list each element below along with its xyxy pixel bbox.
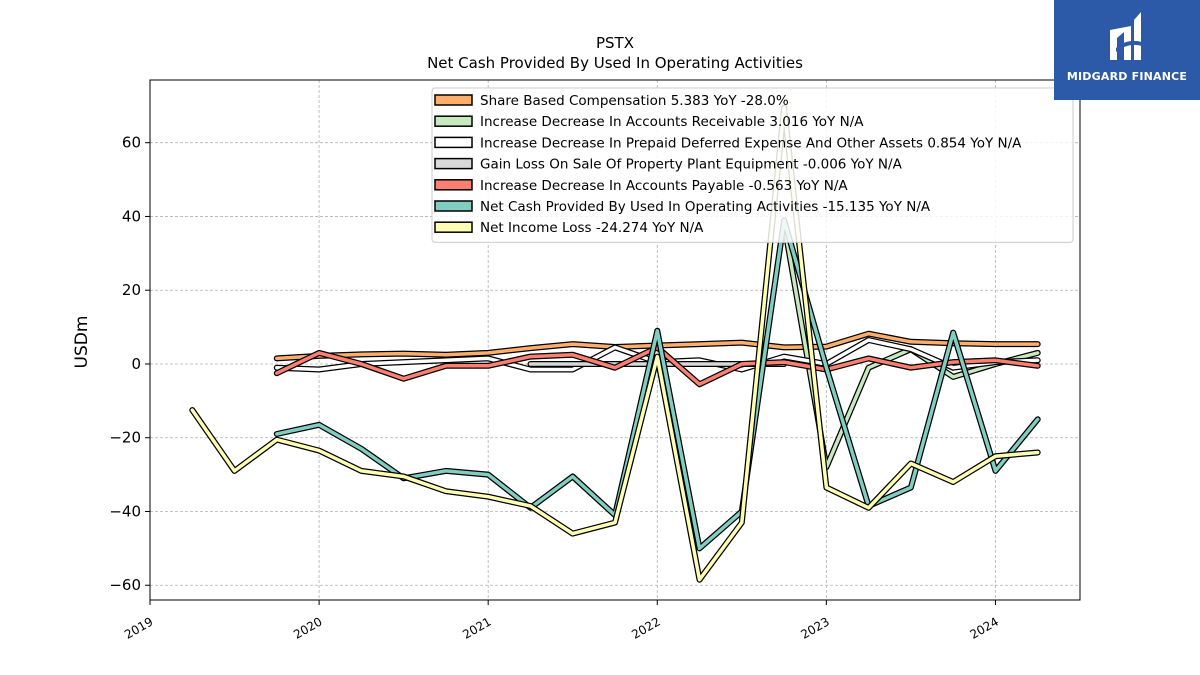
x-tick-label: 2021 <box>460 614 493 641</box>
legend-swatch <box>434 136 473 149</box>
y-tick-label: 60 <box>122 134 141 152</box>
legend-label: Increase Decrease In Prepaid Deferred Ex… <box>480 135 1022 151</box>
legend-swatch <box>434 221 473 233</box>
legend-swatch <box>434 200 473 212</box>
legend-swatch <box>434 157 473 170</box>
legend-box <box>431 87 1074 243</box>
legend-label: Share Based Compensation 5.383 YoY -28.0… <box>480 93 789 109</box>
x-tick-label: 2020 <box>291 614 324 641</box>
legend-item: Share Based Compensation 5.383 YoY -28.0… <box>434 93 789 109</box>
series-layer <box>189 104 1041 583</box>
y-tick-label: −20 <box>109 429 141 447</box>
series-line <box>275 218 1040 551</box>
y-tick-label: 40 <box>122 207 141 225</box>
chart-title: PSTX <box>596 34 634 52</box>
legend-item: Increase Decrease In Prepaid Deferred Ex… <box>434 135 1022 151</box>
x-tick-label: 2019 <box>122 614 155 641</box>
legend-item: Gain Loss On Sale Of Property Plant Equi… <box>434 157 903 173</box>
legend-item: Increase Decrease In Accounts Payable -0… <box>434 178 848 194</box>
legend-item: Increase Decrease In Accounts Receivable… <box>434 114 864 130</box>
x-tick-label: 2022 <box>629 614 662 641</box>
legend-swatch <box>434 179 473 191</box>
legend-label: Net Income Loss -24.274 YoY N/A <box>480 220 704 236</box>
series-6 <box>189 104 1041 583</box>
legend-item: Net Income Loss -24.274 YoY N/A <box>434 220 704 236</box>
legend-label: Increase Decrease In Accounts Payable -0… <box>480 178 848 194</box>
y-axis-label: USDm <box>72 316 92 369</box>
series-5 <box>273 217 1041 552</box>
y-tick-label: −60 <box>109 576 141 594</box>
chart-subtitle: Net Cash Provided By Used In Operating A… <box>427 54 803 72</box>
series-4 <box>273 344 1041 388</box>
legend-label: Gain Loss On Sale Of Property Plant Equi… <box>480 157 903 173</box>
series-line <box>275 345 1040 387</box>
x-axis: 2019 2020 2021 2022 2023 2024 <box>122 600 1001 642</box>
y-axis: −60 −40 −20 0 20 40 60 <box>109 134 150 594</box>
series-line <box>190 105 1040 582</box>
legend-item: Net Cash Provided By Used In Operating A… <box>434 199 931 215</box>
y-tick-label: 20 <box>122 281 141 299</box>
y-tick-label: 0 <box>131 355 141 373</box>
logo-text: MIDGARD FINANCE <box>1066 70 1188 83</box>
logo: MIDGARD FINANCE <box>1054 0 1200 100</box>
legend-swatch <box>434 115 473 127</box>
x-tick-label: 2023 <box>798 614 831 641</box>
legend: Share Based Compensation 5.383 YoY -28.0… <box>431 87 1074 243</box>
x-tick-label: 2024 <box>968 614 1001 641</box>
legend-label: Net Cash Provided By Used In Operating A… <box>480 199 931 215</box>
midgard-logo-icon <box>1110 12 1142 60</box>
legend-swatch <box>434 94 473 106</box>
plot-frame <box>149 79 1081 601</box>
series-line-outline <box>273 217 1041 552</box>
y-tick-label: −40 <box>109 502 141 520</box>
legend-label: Increase Decrease In Accounts Receivable… <box>480 114 864 130</box>
